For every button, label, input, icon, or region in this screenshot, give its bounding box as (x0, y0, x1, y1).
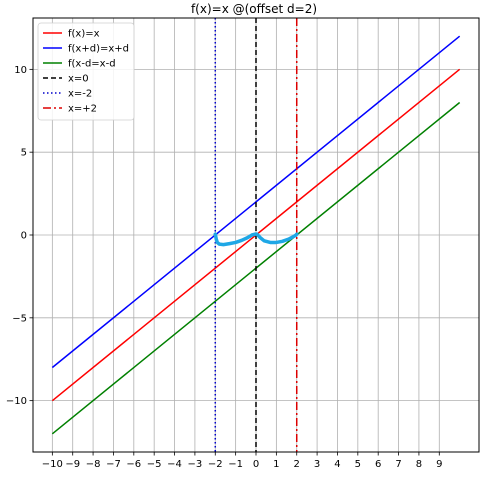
x-tick-label: −8 (86, 459, 101, 470)
series-line-2 (51, 35, 461, 369)
x-tick-label: −2 (208, 459, 223, 470)
x-tick-label: −1 (228, 459, 243, 470)
x-tick-label: −9 (65, 459, 80, 470)
x-tick-label: 4 (334, 459, 340, 470)
annotation-curve (213, 232, 299, 247)
legend-label: f(x+d)=x+d (68, 44, 129, 55)
y-tick-label: −5 (12, 313, 27, 324)
x-tick-label: −4 (167, 459, 182, 470)
x-tick-label: −5 (147, 459, 162, 470)
x-tick-label: 5 (355, 459, 361, 470)
x-tick-label: 8 (416, 459, 422, 470)
y-tick-label: 10 (14, 65, 27, 76)
x-tick-label: 0 (253, 459, 259, 470)
x-tick-label: 3 (314, 459, 320, 470)
y-tick-label: 5 (21, 148, 27, 159)
x-tick-label: −10 (42, 459, 63, 470)
y-tick-label: −10 (6, 396, 27, 407)
x-tick-label: 2 (294, 459, 300, 470)
y-tick-label: 0 (21, 231, 27, 242)
x-tick-label: −3 (188, 459, 203, 470)
x-tick-label: 6 (375, 459, 381, 470)
chart-title: f(x)=x @(offset d=2) (190, 2, 318, 16)
x-tick-label: −6 (126, 459, 141, 470)
legend-label: x=0 (68, 74, 89, 85)
x-tick-label: −7 (106, 459, 121, 470)
x-tick-label: 7 (395, 459, 401, 470)
legend-label: x=-2 (68, 89, 92, 100)
x-tick-label: 9 (436, 459, 442, 470)
legend-label: f(x-d=x-d (68, 59, 116, 70)
x-tick-label: 1 (273, 459, 279, 470)
legend-label: x=+2 (68, 104, 97, 115)
legend: f(x)=x f(x+d)=x+d f(x-d=x-d x=0 x=-2 x=+2 (37, 22, 135, 121)
legend-label: f(x)=x (68, 29, 100, 40)
